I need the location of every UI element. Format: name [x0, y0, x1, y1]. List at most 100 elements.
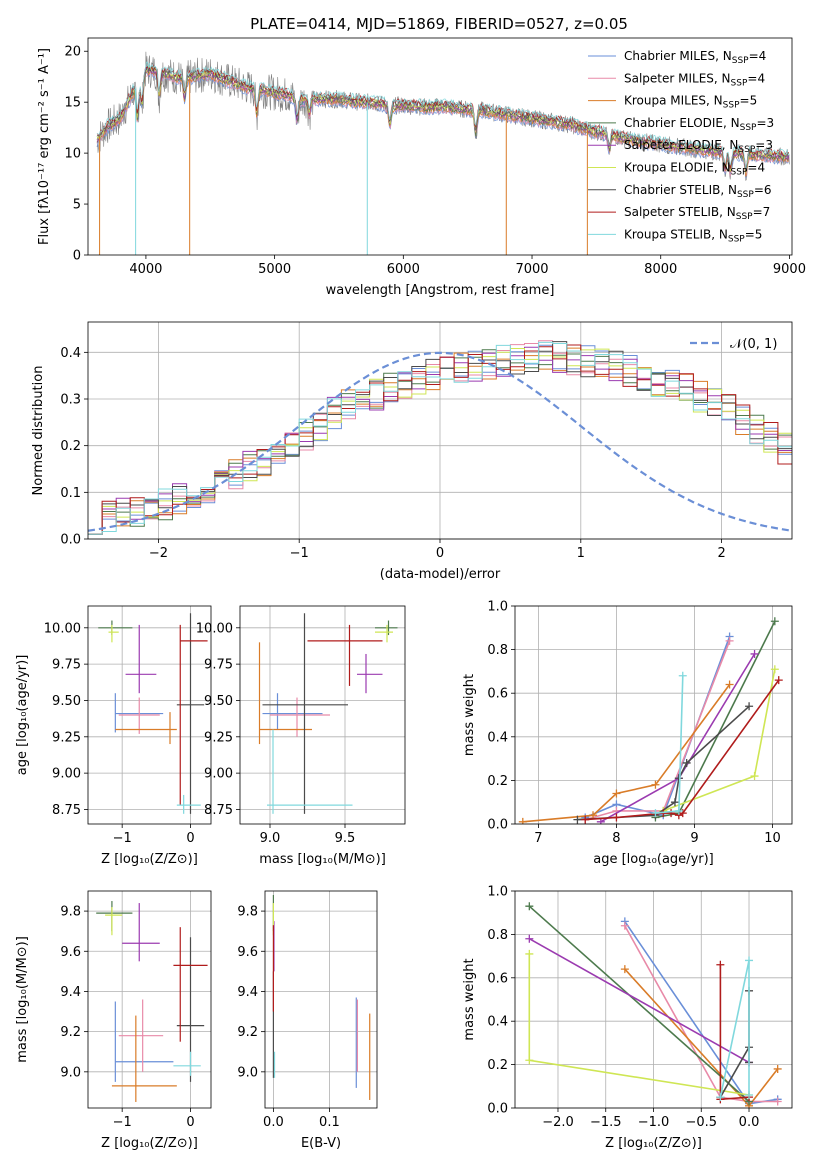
- errorbar-point-kroupa_miles: [115, 712, 177, 745]
- model-line-kroupa_stelib: [96, 61, 790, 168]
- y-axis-label: mass [log₁₀(M/M⊙)]: [15, 936, 30, 1063]
- mass-weight-marker-kroupa_stelib: [745, 956, 754, 965]
- y-tick-label: 0.6: [487, 971, 508, 986]
- x-tick-label: 9.5: [335, 831, 356, 846]
- y-tick-label: 0.2: [487, 774, 508, 789]
- panel-residuals: −2 −1 0 1 2 0.0 0.1 0.2 0.3 0.4 (data-model)/error…: [31, 321, 793, 582]
- x-axis-label: mass [log₁₀(M/M⊙)]: [259, 852, 386, 867]
- x-tick-label: 6000: [387, 262, 420, 277]
- axes-frame: [514, 890, 793, 1109]
- plot-area: [88, 340, 792, 535]
- errorbar-point-kroupa_miles: [258, 642, 312, 745]
- plot-area: [96, 51, 790, 255]
- y-tick-label: 10.00: [196, 621, 233, 636]
- y-tick-label: 0.0: [60, 533, 81, 548]
- mass-weight-marker-salpeter_stelib: [774, 676, 783, 685]
- x-tick-label: 2: [717, 546, 725, 561]
- x-tick-label: 9: [690, 831, 698, 846]
- y-tick-label: 8.75: [52, 803, 81, 818]
- mass-weight-marker-kroupa_elodie: [750, 772, 759, 781]
- mass-weight-marker-salpeter_miles: [725, 636, 734, 645]
- plot-area: [525, 902, 782, 1108]
- y-axis-label: mass weight: [462, 674, 477, 756]
- axes-frame: [87, 37, 793, 256]
- mass-weight-line-salpeter_miles: [624, 925, 778, 1103]
- errorbar-point-salpeter_miles: [118, 999, 164, 1072]
- errorbar-point-kroupa_miles: [111, 1015, 177, 1102]
- plot-area: [96, 901, 208, 1102]
- errorbar-point-kroupa_elodie: [105, 907, 123, 936]
- y-tick-label: 9.2: [60, 1025, 81, 1040]
- errorbar-point-salpeter_elodie: [357, 653, 383, 694]
- y-tick-label: 0.1: [60, 486, 81, 501]
- errorbar-point-salpeter_miles: [118, 697, 160, 734]
- gridlines: [515, 605, 792, 825]
- x-tick-label: 10: [764, 831, 781, 846]
- x-tick-label: 0: [186, 831, 194, 846]
- gridlines: [265, 891, 377, 1108]
- mass-weight-marker-salpeter_miles: [620, 921, 629, 930]
- mass-weight-marker-salpeter_elodie: [750, 649, 759, 658]
- legend-label-salpeter_stelib: Salpeter STELIB, NSSP=7: [624, 205, 770, 222]
- x-tick-label: −0.5: [685, 1115, 717, 1130]
- mass-weight-marker-salpeter_stelib: [581, 815, 590, 824]
- errorbar-point-salpeter_stelib: [179, 624, 208, 806]
- y-tick-label: 9.0: [60, 1065, 81, 1080]
- legend-label-chabrier_elodie: Chabrier ELODIE, NSSP=3: [624, 116, 774, 133]
- x-tick-label: 5000: [258, 262, 291, 277]
- mass-weight-line-chabrier_elodie: [528, 905, 750, 1103]
- x-axis-label: (data-model)/error: [380, 567, 501, 582]
- y-tick-label: 9.0: [237, 1065, 258, 1080]
- y-tick-label: 9.8: [60, 905, 81, 920]
- legend-label-chabrier_miles: Chabrier MILES, NSSP=4: [624, 49, 766, 66]
- mass-weight-line-salpeter_miles: [584, 640, 731, 821]
- axes-frame: [239, 605, 406, 825]
- mass-weight-marker-chabrier_stelib: [745, 702, 754, 711]
- y-tick-label: 0.2: [60, 439, 81, 454]
- y-tick-label: 0.2: [487, 1058, 508, 1073]
- mass-weight-marker-kroupa_miles: [725, 680, 734, 689]
- x-tick-label: 8: [612, 831, 620, 846]
- x-tick-label: 0: [186, 1115, 194, 1130]
- x-axis-label: E(B-V): [301, 1136, 341, 1151]
- y-tick-label: 15: [64, 96, 81, 111]
- histogram-salpeter_stelib: [88, 344, 792, 535]
- y-tick-label: 8.75: [204, 803, 233, 818]
- errorbar-point-salpeter_stelib: [173, 927, 208, 1042]
- axes-frame: [514, 605, 793, 825]
- x-tick-label: 9.0: [260, 831, 281, 846]
- mass-weight-marker-kroupa_miles: [518, 817, 527, 824]
- y-tick-label: 1.0: [487, 600, 508, 615]
- axes-frame: [87, 605, 212, 825]
- panel-age_vs_mass: 9.0 9.5 8.75 9.00 9.25 9.50 9.75 10.00 mass [log…: [196, 605, 406, 867]
- y-tick-label: 9.8: [237, 905, 258, 920]
- panel-massweight_vs_Z: −2.0 −1.5 −1.0 −0.5 0.0 0.0 0.2 0.4 0.6 0.8 1.0 Z […: [462, 885, 793, 1151]
- x-tick-label: −1: [113, 1115, 132, 1130]
- mass-weight-line-kroupa_stelib: [655, 675, 684, 814]
- mass-weight-marker-kroupa_stelib: [716, 1093, 725, 1102]
- x-tick-label: 0.0: [739, 1115, 760, 1130]
- plot-area: [98, 613, 208, 814]
- mass-weight-line-salpeter_elodie: [600, 653, 756, 823]
- errorbar-point-kroupa_elodie: [375, 624, 393, 643]
- mass-weight-marker-kroupa_stelib: [674, 806, 683, 815]
- y-tick-label: 0.8: [487, 928, 508, 943]
- mass-weight-marker-kroupa_miles: [651, 780, 660, 789]
- y-tick-label: 0: [73, 249, 81, 264]
- x-tick-label: −1: [290, 546, 309, 561]
- errorbar-point-chabrier_elodie: [98, 620, 133, 636]
- y-tick-label: 0.4: [487, 730, 508, 745]
- model-line-salpeter_elodie: [96, 66, 790, 173]
- errorbar-point-kroupa_stelib: [173, 1051, 201, 1076]
- y-tick-label: 9.00: [52, 767, 81, 782]
- x-tick-label: 7000: [515, 262, 548, 277]
- x-axis-label: wavelength [Angstrom, rest frame]: [326, 283, 555, 298]
- x-tick-label: −1: [113, 831, 132, 846]
- x-tick-label: 0.0: [263, 1115, 284, 1130]
- panels: 4000 5000 6000 7000 8000 900005101520waveleng…: [15, 37, 806, 1151]
- y-tick-label: 10: [64, 147, 81, 162]
- errorbar-point-salpeter_elodie: [122, 903, 160, 962]
- y-tick-label: 0.8: [487, 643, 508, 658]
- errorbar-point-kroupa_stelib: [267, 729, 353, 814]
